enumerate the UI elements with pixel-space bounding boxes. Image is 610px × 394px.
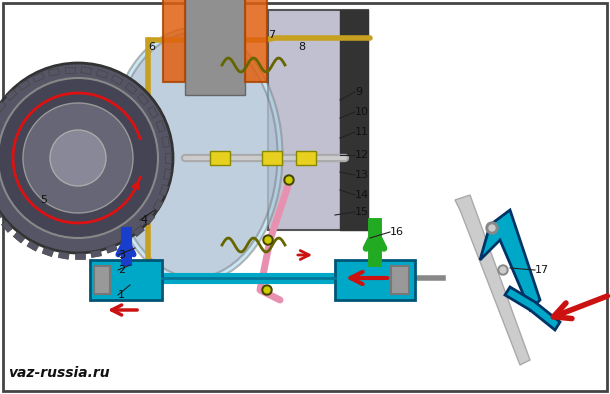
Bar [91,250,101,258]
Text: vaz-russia.ru: vaz-russia.ru [8,366,110,380]
Bar [160,184,168,196]
Bar [42,247,54,256]
Bar [27,241,38,251]
Ellipse shape [107,28,282,282]
Text: 6: 6 [148,42,155,52]
Circle shape [486,222,498,234]
Bar [94,266,110,294]
Bar [156,121,165,132]
Circle shape [265,237,271,243]
Bar [162,136,170,147]
Bar [185,0,245,95]
Circle shape [0,63,173,253]
FancyBboxPatch shape [90,260,162,300]
Text: 2: 2 [118,265,125,275]
Circle shape [50,130,106,186]
Bar [65,67,75,73]
Circle shape [262,285,272,295]
Bar [268,10,368,230]
Bar [144,213,155,225]
Bar [262,151,282,165]
Bar [0,208,2,220]
Bar [120,236,132,246]
Bar [137,94,149,105]
Bar [133,225,145,236]
Bar [153,199,163,211]
Text: 5: 5 [40,195,47,205]
Circle shape [0,78,158,238]
Polygon shape [455,195,530,365]
Text: 3: 3 [118,250,125,260]
Circle shape [500,267,506,273]
Bar [210,151,230,165]
Bar [165,153,171,163]
Bar [112,75,123,85]
Bar [163,0,185,82]
Bar [106,244,117,253]
Text: 11: 11 [355,127,369,137]
Circle shape [489,225,495,231]
Bar [340,10,368,230]
Text: 16: 16 [390,227,404,237]
Text: 10: 10 [355,107,369,117]
Circle shape [498,265,508,275]
FancyBboxPatch shape [335,260,415,300]
Circle shape [23,103,133,213]
Text: 9: 9 [355,87,362,97]
Bar [13,232,25,243]
Ellipse shape [112,32,278,277]
Bar [1,221,12,232]
Text: 13: 13 [355,170,369,180]
Text: 14: 14 [355,190,369,200]
Bar [18,80,30,90]
Bar [163,169,171,180]
Polygon shape [480,210,540,310]
Bar [245,0,267,82]
Text: 4: 4 [140,215,147,225]
Text: 7: 7 [268,30,275,40]
Text: 17: 17 [535,265,549,275]
Circle shape [284,175,294,185]
Bar [96,69,108,78]
Bar [148,106,158,118]
Bar [48,69,59,76]
Bar [75,253,85,259]
Bar [59,252,69,259]
Bar [296,151,316,165]
Bar [125,83,137,94]
Circle shape [264,287,270,293]
Circle shape [286,177,292,183]
Polygon shape [505,287,560,330]
Bar [391,266,409,294]
Text: 15: 15 [355,207,369,217]
Bar [5,89,17,100]
Circle shape [263,235,273,245]
Text: 8: 8 [298,42,305,52]
Bar [0,101,6,113]
Bar [81,67,92,74]
Text: 12: 12 [355,150,369,160]
Text: 1: 1 [118,290,125,300]
Bar [33,73,44,82]
